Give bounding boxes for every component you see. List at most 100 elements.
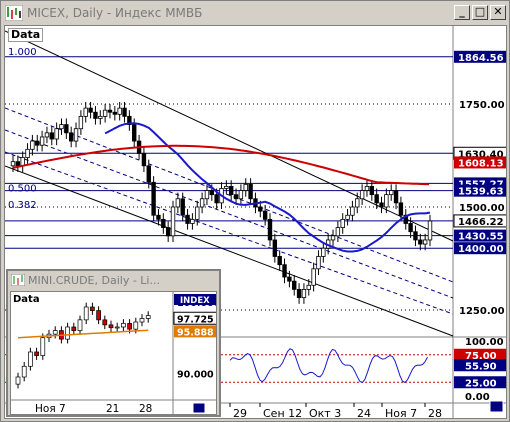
candle-body [287,276,292,282]
candle-body [83,107,88,117]
mini-price-box [173,311,216,325]
candle-body [282,264,287,278]
mini-candle-body [77,319,83,331]
candle-body [64,124,69,134]
candle-body [59,124,64,130]
fib-label: 0.382 [8,200,37,211]
candle-body [190,218,195,224]
price-label: 1539.63 [458,187,504,198]
scroll-to-end-icon [489,400,504,413]
candle-body [413,231,418,241]
osc-box [454,376,506,389]
candle-body [88,107,93,113]
mini-moving-average [17,329,149,339]
candle-body [224,185,229,189]
candle-body [316,256,321,270]
price-box [454,242,506,255]
window-title: MICEX, Daily - Индекс ММВБ [27,6,203,20]
candle-body [93,111,98,119]
price-label: 1630.40 [458,149,504,160]
candle-body [389,190,394,196]
date-label: Ноя 7 [385,407,417,419]
price-label: 1250.00 [459,306,505,317]
candle-body [30,140,35,150]
moving-average-slow [12,144,430,186]
candle-body [374,194,379,204]
candle-body [262,210,268,220]
candle-body [122,107,127,117]
mini-candle-body [121,323,126,328]
candle-body [398,202,404,216]
candle-body [73,128,79,142]
price-label: 1466.22 [458,217,504,228]
candle-body [228,185,234,196]
close-button[interactable]: ✕ [490,5,506,20]
candle-body [39,136,45,146]
mini-date-label: Ноя 7 [35,403,66,415]
date-label: 28 [428,407,442,419]
mini-crude-window[interactable]: MINI.CRUDE, Daily - Li... Data100.00097.… [6,269,221,417]
candle-body [408,223,413,233]
price-box [454,184,506,197]
candle-body [175,198,181,208]
mini-candle-body [65,326,70,340]
osc-label: 75.00 [465,351,497,362]
title-bar[interactable]: MICEX, Daily - Индекс ММВБ _ □ ✕ [2,2,508,24]
candle-body [306,284,311,290]
minimize-button[interactable]: _ [454,5,470,20]
oscillator-line [229,348,428,384]
main-chart[interactable]: 1.000 0.500 0.382 1864.56 1750.00 1630.401608… [5,26,507,419]
candle-body [350,206,355,216]
price-label: 1430.55 [458,232,504,243]
mini-scroll-icon [192,402,206,414]
candle-body [277,256,282,266]
osc-label: 100.00 [465,337,504,348]
osc-label: 25.00 [465,378,497,389]
osc-box [454,348,506,361]
candle-body [248,183,253,200]
candle-body [292,280,297,290]
mini-title-bar[interactable]: MINI.CRUDE, Daily - Li... [8,271,219,289]
candle-body [165,227,171,237]
candle-body [355,198,360,208]
mini-candle-body [28,351,33,367]
mini-candle-body [71,326,77,331]
candle-body [98,115,103,119]
price-label: 1864.56 [458,53,504,64]
price-box [453,214,506,228]
channel-upper [5,30,454,242]
date-label: 29 [233,407,247,419]
mini-candle-body [108,324,114,329]
price-label: 1400.00 [458,244,504,255]
candle-body [141,153,147,167]
candle-body [185,214,190,224]
candle-body [345,214,350,220]
mini-candle-body [40,337,46,356]
candle-body [321,247,326,257]
candle-body [146,165,151,183]
candle-body [384,194,389,208]
date-label: Окт 3 [309,407,341,419]
candle-body [427,220,433,241]
candle-body [238,190,244,200]
candle-body [107,109,113,113]
mini-candle-body [34,351,39,356]
candle-body [117,107,122,115]
candle-body [335,227,341,237]
candle-body [44,132,50,138]
maximize-button[interactable]: □ [472,5,488,20]
candle-body [359,190,365,200]
candle-body [340,218,345,229]
candle-body [296,288,302,299]
mini-candle-body [21,365,27,378]
mini-candle-body [133,321,139,330]
date-label: Сен 12 [263,407,302,419]
candle-body [233,194,239,200]
moving-average-fast [104,122,431,253]
mini-candle-body [15,376,21,385]
candle-body [35,140,40,146]
date-label: 24 [357,407,371,419]
